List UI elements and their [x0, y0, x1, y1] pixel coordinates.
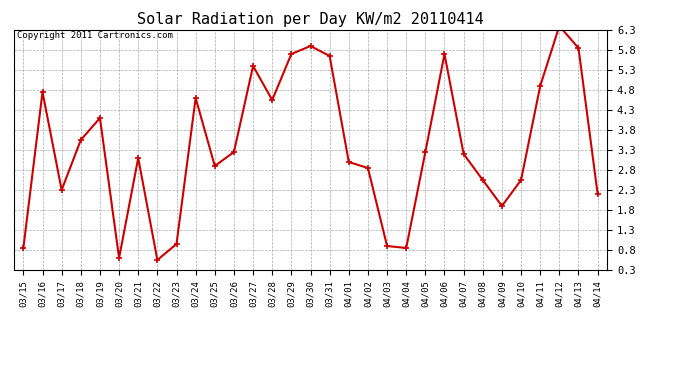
Text: Copyright 2011 Cartronics.com: Copyright 2011 Cartronics.com	[17, 31, 172, 40]
Title: Solar Radiation per Day KW/m2 20110414: Solar Radiation per Day KW/m2 20110414	[137, 12, 484, 27]
